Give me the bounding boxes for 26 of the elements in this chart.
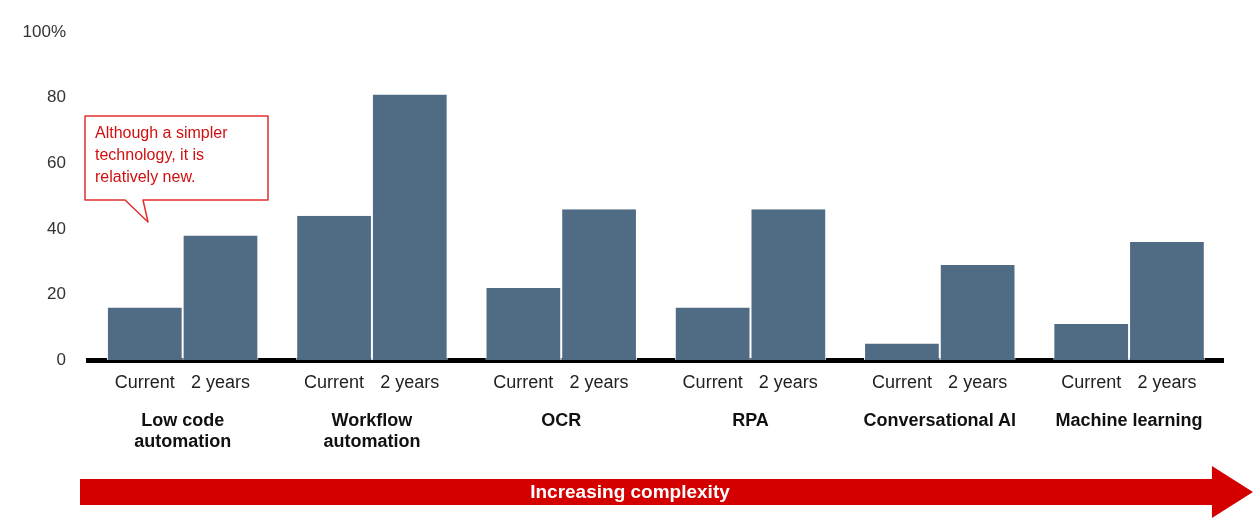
y-tick-label: 60 xyxy=(47,153,66,173)
y-tick-label: 20 xyxy=(47,284,66,304)
text: 2 years xyxy=(948,371,1008,392)
text: Current xyxy=(1061,371,1122,392)
text: Increasing complexity xyxy=(529,480,731,504)
text: Current xyxy=(871,371,932,392)
text: Current xyxy=(304,371,365,392)
x-tick-label: Conversational AI xyxy=(863,409,1016,430)
series-label: Current xyxy=(114,371,175,392)
annotation: Although a simpler technology, it is relatively new. xyxy=(95,124,229,186)
x-tick-label: Machine learning xyxy=(1055,409,1203,430)
y-tick-label: 40 xyxy=(47,218,66,238)
y-tick-label: 0 xyxy=(56,349,66,369)
x-tick-label: Low code automation xyxy=(134,409,232,452)
y-tick-label: 100% xyxy=(22,21,66,41)
x-tick-label: OCR xyxy=(541,409,582,430)
text: Current xyxy=(493,371,554,392)
y-tick-label: 80 xyxy=(47,87,66,107)
text: 2 years xyxy=(380,371,440,392)
text: 2 years xyxy=(758,371,818,392)
x-tick-label: Workflow automation xyxy=(323,409,421,452)
series-label: 2 years xyxy=(190,371,251,392)
x-tick-label: RPA xyxy=(732,409,769,430)
text: 2 years xyxy=(569,371,629,392)
text: 2 years xyxy=(1137,371,1197,392)
text: Current xyxy=(682,371,743,392)
